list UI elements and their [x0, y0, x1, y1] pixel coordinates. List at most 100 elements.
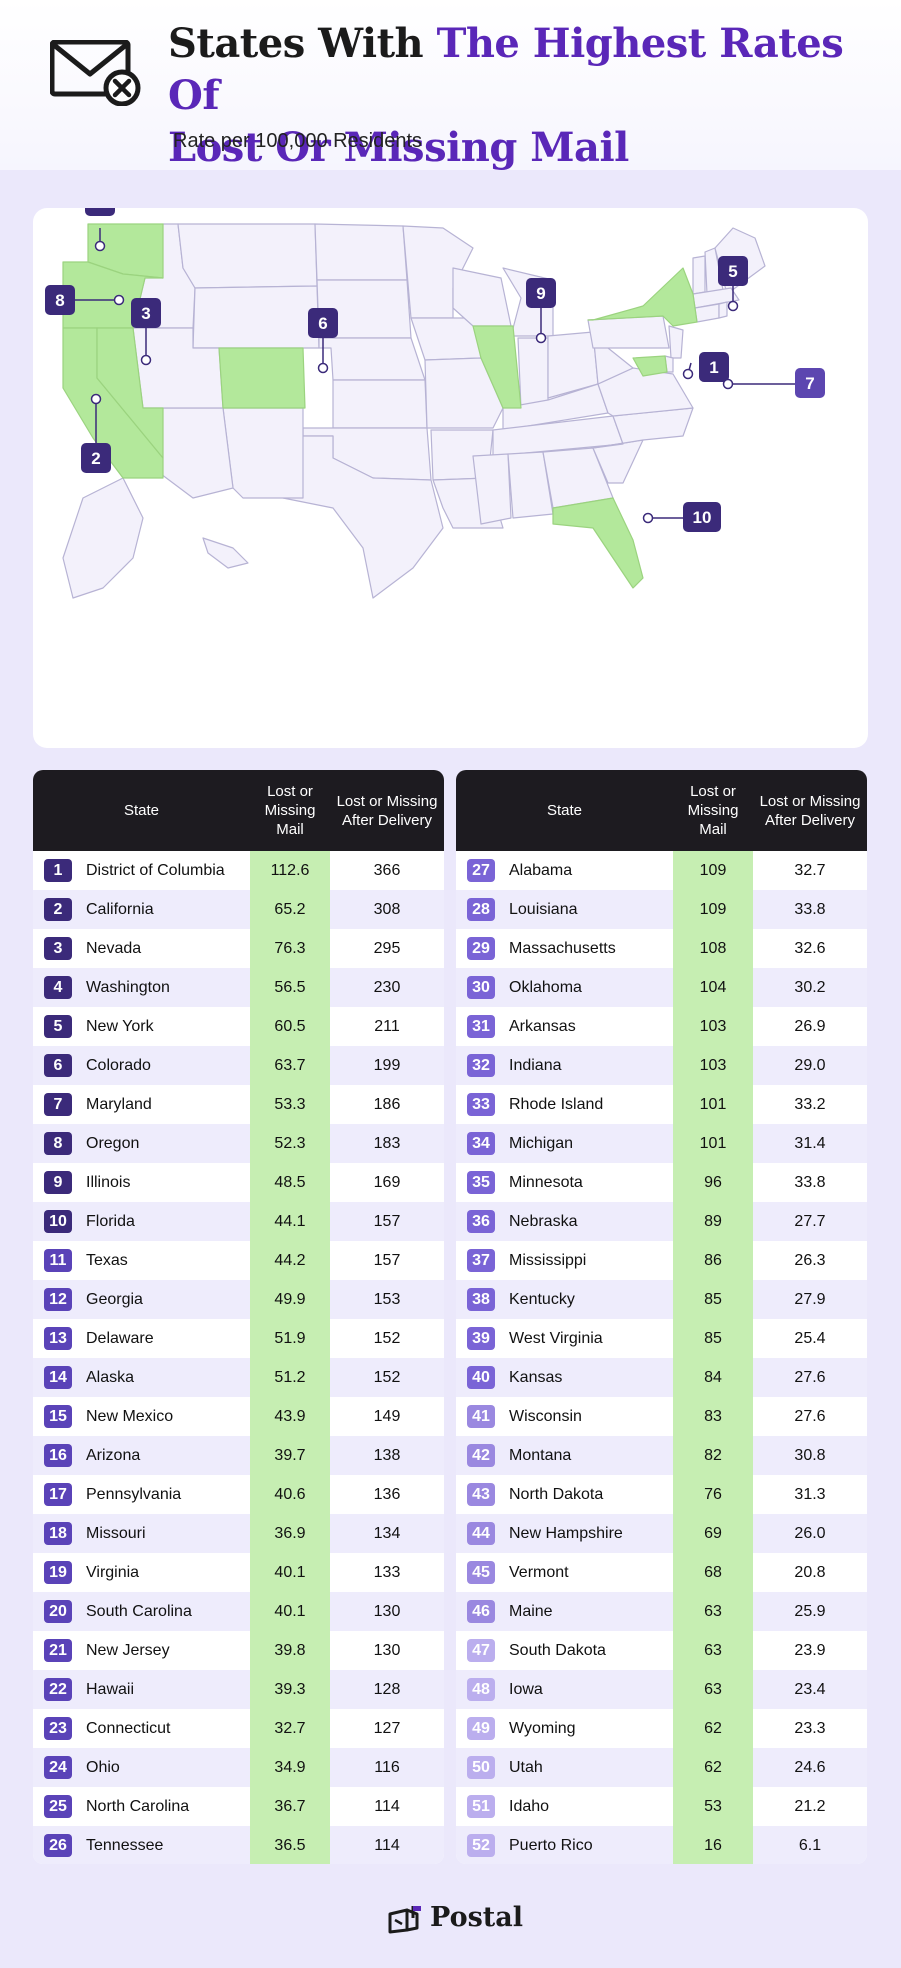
lost-value: 39.3: [250, 1670, 330, 1709]
lost-value: 40.1: [250, 1592, 330, 1631]
table-row: 25 North Carolina 36.7 114: [33, 1787, 444, 1826]
table-row: 50 Utah 62 24.6: [456, 1748, 867, 1787]
after-delivery-value: 27.7: [794, 1213, 826, 1230]
map-state-arizona: [152, 407, 234, 499]
after-delivery-value: 130: [373, 1603, 401, 1620]
state-name: New Mexico: [86, 1408, 174, 1425]
table-row: 37 Mississippi 86 26.3: [456, 1241, 867, 1280]
table-row: 2 California 65.2 308: [33, 890, 444, 929]
after-delivery-value: 23.9: [794, 1642, 826, 1659]
lost-value: 49.9: [250, 1280, 330, 1319]
svg-text:3: 3: [141, 304, 150, 323]
state-name: New York: [86, 1018, 154, 1035]
rank-badge: 23: [44, 1717, 72, 1740]
map-state-mississippi: [472, 453, 512, 525]
after-delivery-value: 199: [373, 1057, 401, 1074]
after-delivery-value: 152: [373, 1330, 401, 1347]
rank-badge: 36: [467, 1210, 495, 1233]
after-delivery-value: 116: [374, 1759, 400, 1776]
after-delivery-value: 26.3: [794, 1252, 826, 1269]
state-name: Washington: [86, 979, 170, 996]
map-marker-2: 2: [81, 393, 111, 473]
map-state-illinois: [472, 325, 522, 409]
rank-badge: 4: [44, 976, 72, 999]
table-row: 23 Connecticut 32.7 127: [33, 1709, 444, 1748]
after-delivery-value: 133: [373, 1564, 401, 1581]
state-name: Idaho: [509, 1798, 550, 1815]
after-delivery-value: 27.6: [794, 1369, 826, 1386]
rank-badge: 45: [467, 1561, 495, 1584]
svg-text:10: 10: [693, 508, 712, 527]
state-name: South Dakota: [509, 1642, 606, 1659]
after-delivery-value: 33.8: [794, 1174, 826, 1191]
table-row: 6 Colorado 63.7 199: [33, 1046, 444, 1085]
header-state: State: [123, 802, 160, 819]
after-delivery-value: 23.4: [794, 1681, 826, 1698]
lost-value: 63: [673, 1631, 753, 1670]
after-delivery-value: 169: [373, 1174, 401, 1191]
after-delivery-value: 27.6: [794, 1408, 826, 1425]
map-state-indiana: [517, 337, 549, 409]
after-delivery-value: 157: [373, 1252, 401, 1269]
svg-text:1: 1: [709, 358, 718, 377]
rank-badge: 16: [44, 1444, 72, 1467]
state-name: Pennsylvania: [86, 1486, 182, 1503]
after-delivery-value: 32.6: [794, 940, 826, 957]
table-row: 44 New Hampshire 69 26.0: [456, 1514, 867, 1553]
map-state-north-dakota: [314, 223, 408, 281]
table-row: 42 Montana 82 30.8: [456, 1436, 867, 1475]
after-delivery-value: 114: [374, 1837, 400, 1854]
map-state-missouri: [424, 357, 504, 429]
state-name: Alaska: [86, 1369, 135, 1386]
state-name: Hawaii: [86, 1681, 135, 1698]
state-name: Minnesota: [509, 1174, 583, 1191]
rank-badge: 49: [467, 1717, 495, 1740]
rank-badge: 7: [44, 1093, 72, 1116]
rank-badge: 22: [44, 1678, 72, 1701]
table-row: 31 Arkansas 103 26.9: [456, 1007, 867, 1046]
header-lost: Lost or Missing Mail: [687, 783, 739, 838]
table-row: 5 New York 60.5 211: [33, 1007, 444, 1046]
lost-value: 109: [673, 890, 753, 929]
after-delivery-value: 33.8: [794, 901, 826, 918]
after-delivery-value: 31.3: [794, 1486, 826, 1503]
after-delivery-value: 27.9: [794, 1291, 826, 1308]
rank-badge: 29: [467, 937, 495, 960]
table-row: 10 Florida 44.1 157: [33, 1202, 444, 1241]
lost-value: 101: [673, 1085, 753, 1124]
after-delivery-value: 29.0: [794, 1057, 826, 1074]
lost-value: 16: [673, 1826, 753, 1864]
rank-badge: 1: [44, 859, 72, 882]
state-name: California: [86, 901, 154, 918]
state-name: Vermont: [509, 1564, 569, 1581]
rank-badge: 43: [467, 1483, 495, 1506]
lost-value: 40.6: [250, 1475, 330, 1514]
state-name: West Virginia: [509, 1330, 603, 1347]
after-delivery-value: 30.8: [794, 1447, 826, 1464]
rank-badge: 50: [467, 1756, 495, 1779]
state-name: Nebraska: [509, 1213, 578, 1230]
map-state-nebraska: [318, 337, 426, 381]
rank-badge: 19: [44, 1561, 72, 1584]
table-row: 9 Illinois 48.5 169: [33, 1163, 444, 1202]
table-row: 41 Wisconsin 83 27.6: [456, 1397, 867, 1436]
state-name: Georgia: [86, 1291, 143, 1308]
rank-badge: 30: [467, 976, 495, 999]
state-name: Texas: [86, 1252, 128, 1269]
rank-badge: 5: [44, 1015, 72, 1038]
state-name: Utah: [509, 1759, 543, 1776]
lost-value: 51.2: [250, 1358, 330, 1397]
state-name: Tennessee: [86, 1837, 164, 1854]
after-delivery-value: 20.8: [794, 1564, 826, 1581]
lost-value: 34.9: [250, 1748, 330, 1787]
rank-badge: 13: [44, 1327, 72, 1350]
state-name: Puerto Rico: [509, 1837, 593, 1854]
table-row: 52 Puerto Rico 16 6.1: [456, 1826, 867, 1864]
lost-value: 53: [673, 1787, 753, 1826]
lost-value: 62: [673, 1709, 753, 1748]
table-row: 48 Iowa 63 23.4: [456, 1670, 867, 1709]
table-rows: 1 District of Columbia 112.6 366 2 California…: [33, 851, 444, 1864]
map-marker-5: 5: [718, 256, 748, 312]
table-row: 30 Oklahoma 104 30.2: [456, 968, 867, 1007]
state-name: Michigan: [509, 1135, 574, 1152]
